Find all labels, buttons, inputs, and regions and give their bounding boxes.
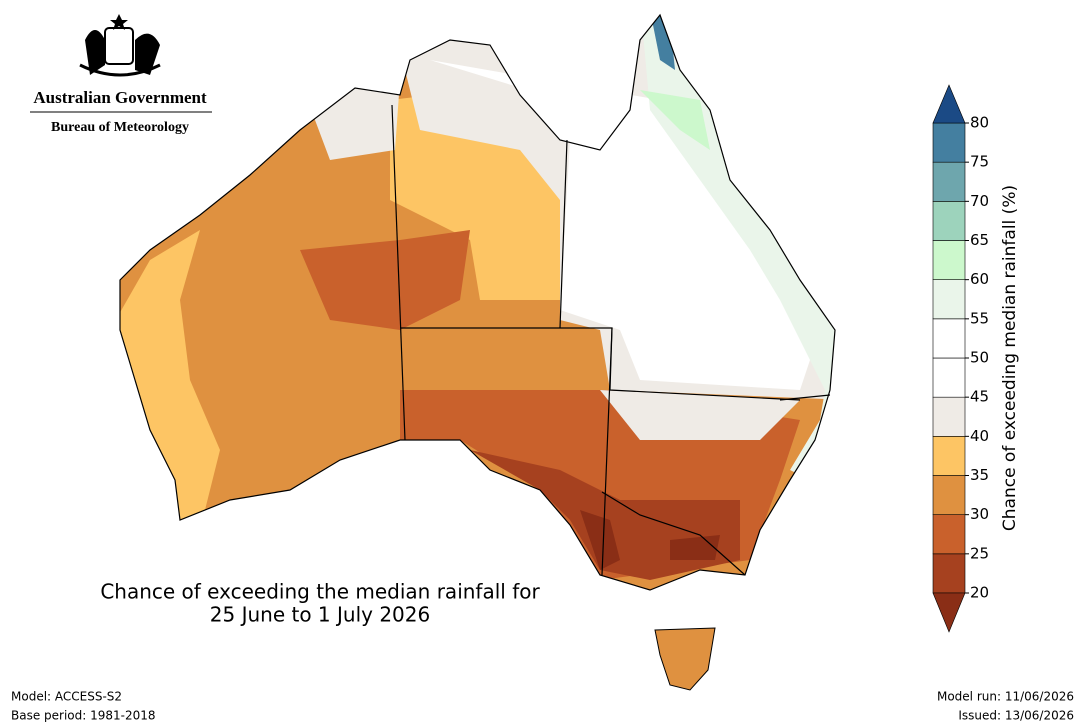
colorbar-bin — [932, 201, 966, 241]
colorbar-bin — [932, 396, 966, 437]
map-subtitle: 25 June to 1 July 2026 — [210, 603, 430, 627]
colorbar: 20 25 30 35 40 45 50 55 60 65 70 75 80 — [932, 84, 989, 633]
colorbar-extend-high — [932, 84, 966, 124]
colorbar-tick-label: 65 — [970, 231, 989, 249]
colorbar-tick-label: 50 — [970, 349, 989, 367]
colorbar-tick-label: 45 — [970, 388, 989, 406]
colorbar-bin — [932, 357, 966, 398]
issued-date: Issued: 13/06/2026 — [958, 709, 1074, 723]
colorbar-bin — [932, 475, 966, 515]
coastline — [119, 13, 836, 591]
colorbar-tick-label: 60 — [970, 270, 989, 288]
colorbar-tick-label: 30 — [970, 505, 989, 523]
colorbar-tick-label: 25 — [970, 544, 989, 562]
government-name: Australian Government — [33, 88, 207, 107]
colorbar-label: Chance of exceeding median rainfall (%) — [1000, 185, 1020, 531]
colorbar-bin — [932, 122, 966, 163]
colorbar-tick-label: 20 — [970, 584, 989, 602]
base-period: Base period: 1981-2018 — [11, 709, 156, 723]
colorbar-bin — [932, 318, 966, 359]
colorbar-bin — [932, 514, 966, 555]
colorbar-tick-label: 80 — [970, 114, 989, 132]
state-borders — [391, 104, 831, 576]
colorbar-tick-label: 55 — [970, 309, 989, 327]
model-name: Model: ACCESS-S2 — [11, 690, 122, 704]
colorbar-bin — [932, 553, 966, 594]
colorbar-tick-label: 75 — [970, 153, 989, 171]
map-title: Chance of exceeding the median rainfall … — [100, 580, 540, 604]
colorbar-tick-label: 70 — [970, 192, 989, 210]
tasmania — [654, 627, 716, 691]
colorbar-bin — [932, 161, 966, 202]
model-run: Model run: 11/06/2026 — [937, 690, 1074, 704]
colorbar-bin — [932, 279, 966, 320]
colorbar-bin — [932, 436, 966, 476]
colorbar-extend-low — [932, 592, 966, 633]
rainfall-map — [120, 15, 835, 590]
colorbar-tick-label: 40 — [970, 427, 989, 445]
colorbar-bin — [932, 240, 966, 280]
crest — [79, 14, 161, 77]
colorbar-tick-label: 35 — [970, 466, 989, 484]
agency-name: Bureau of Meteorology — [51, 120, 189, 135]
